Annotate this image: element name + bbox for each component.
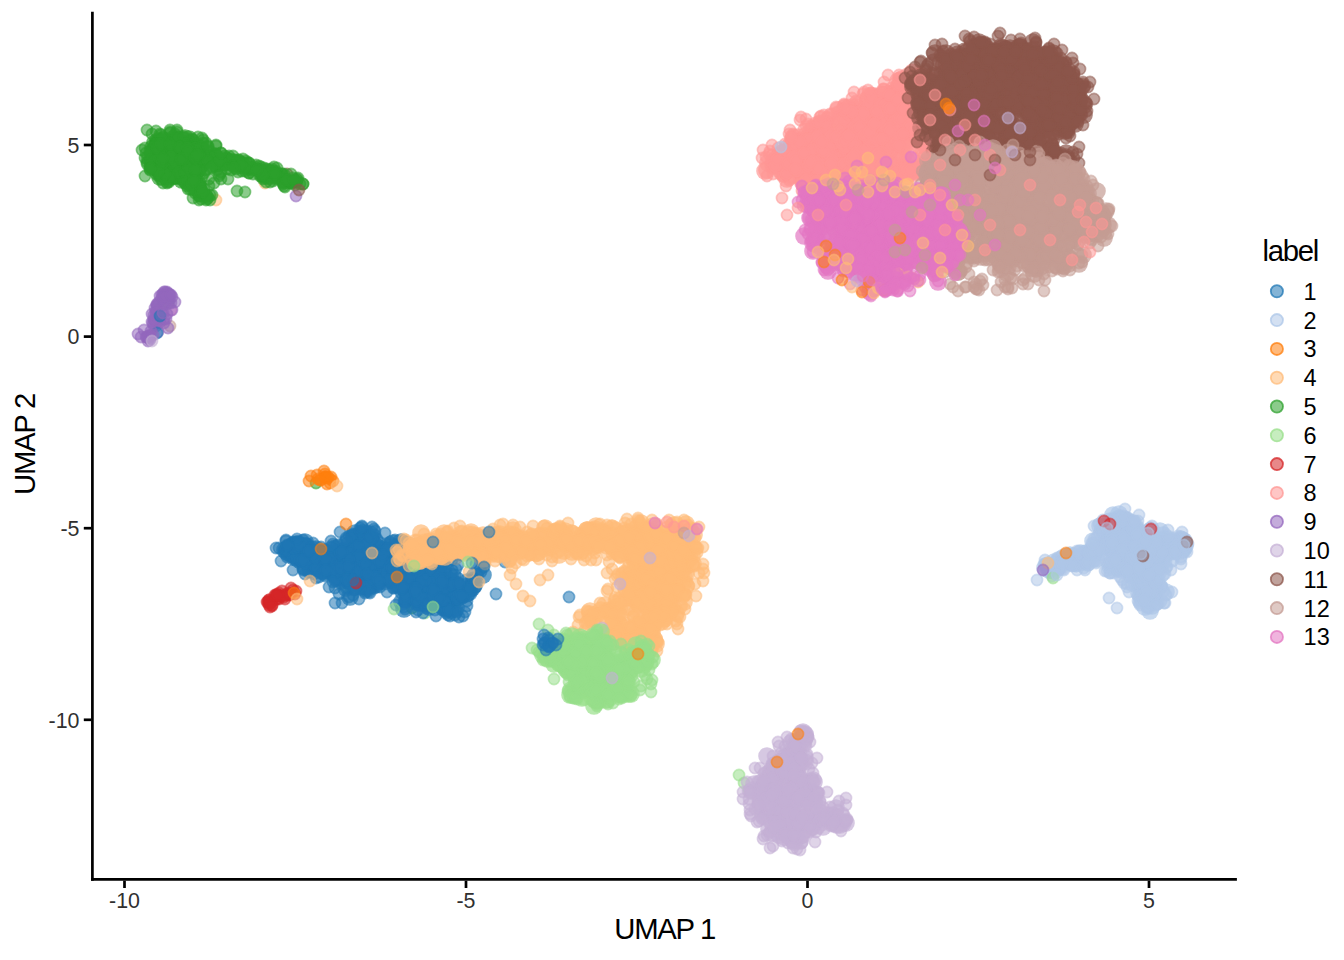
svg-text:0: 0 — [802, 889, 814, 913]
svg-text:5: 5 — [68, 134, 80, 158]
svg-text:11: 11 — [1304, 567, 1328, 593]
svg-text:label: label — [1263, 234, 1318, 267]
svg-text:10: 10 — [1304, 538, 1330, 564]
svg-text:-10: -10 — [109, 889, 140, 913]
svg-text:0: 0 — [68, 325, 80, 349]
svg-text:-5: -5 — [456, 889, 475, 913]
svg-text:7: 7 — [1304, 452, 1317, 478]
svg-text:6: 6 — [1304, 423, 1317, 449]
svg-text:-5: -5 — [60, 517, 79, 541]
svg-text:UMAP 1: UMAP 1 — [614, 912, 715, 945]
svg-text:2: 2 — [1304, 308, 1317, 334]
svg-text:9: 9 — [1304, 509, 1317, 535]
svg-text:UMAP 2: UMAP 2 — [8, 394, 41, 495]
svg-text:1: 1 — [1304, 279, 1317, 305]
svg-text:3: 3 — [1304, 336, 1317, 362]
svg-text:8: 8 — [1304, 480, 1317, 506]
svg-text:4: 4 — [1304, 365, 1317, 391]
svg-text:-10: -10 — [49, 709, 80, 733]
svg-text:12: 12 — [1304, 596, 1330, 622]
svg-text:5: 5 — [1143, 889, 1155, 913]
svg-text:5: 5 — [1304, 394, 1317, 420]
svg-text:13: 13 — [1304, 624, 1330, 650]
